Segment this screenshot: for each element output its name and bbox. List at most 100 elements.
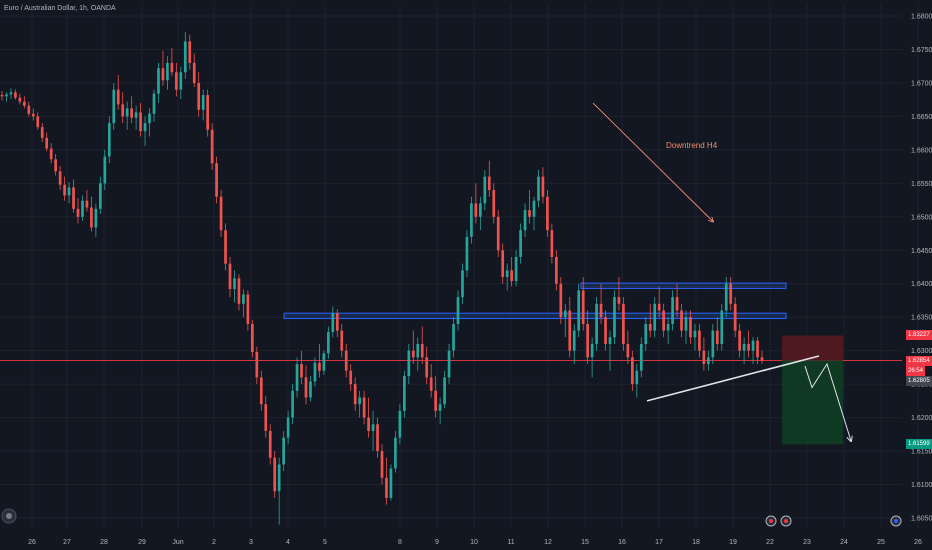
candle: [639, 337, 643, 378]
candle: [568, 297, 572, 358]
candle: [206, 89, 209, 137]
trendline[interactable]: [646, 355, 820, 402]
x-tick-label: Jun: [172, 539, 183, 546]
x-tick-label: 4: [286, 539, 290, 546]
candles: [0, 32, 764, 525]
candle: [237, 274, 241, 311]
candle: [711, 323, 715, 365]
candle: [344, 343, 348, 378]
candle: [635, 364, 639, 398]
candle: [720, 303, 724, 351]
resistance-zone[interactable]: [580, 282, 787, 289]
resistance-zone[interactable]: [283, 312, 787, 320]
candle: [380, 444, 384, 485]
candle: [608, 330, 612, 371]
candle: [443, 370, 446, 409]
candle: [505, 263, 509, 291]
candle: [9, 88, 13, 100]
x-tick-label: 23: [803, 539, 811, 546]
candle: [18, 93, 22, 105]
candle: [662, 303, 665, 338]
candle: [693, 323, 697, 351]
y-axis-ticks: 1.68000 1.67500 1.67000 1.66500 1.66000 1.655…: [911, 14, 932, 523]
candle: [335, 309, 339, 338]
candle: [277, 457, 281, 525]
candle: [81, 195, 84, 221]
candle: [581, 277, 585, 331]
x-tick-label: 9: [435, 539, 439, 546]
candle: [327, 326, 330, 359]
candle: [411, 330, 415, 365]
event-flag-icon[interactable]: [890, 515, 902, 527]
candle: [707, 350, 710, 371]
candle: [179, 66, 183, 100]
candle: [528, 190, 531, 224]
broker-logo-icon[interactable]: [1, 508, 17, 524]
candle: [492, 183, 496, 224]
candle: [90, 196, 93, 232]
candle: [751, 337, 755, 365]
candle: [201, 89, 205, 121]
candle: [340, 323, 344, 358]
candle: [85, 190, 89, 212]
candle: [644, 317, 648, 351]
candle: [546, 190, 549, 237]
candle: [496, 210, 500, 257]
candle: [465, 230, 469, 278]
y-tick-label: 1.64000: [911, 281, 932, 288]
candle: [742, 337, 746, 365]
candle: [523, 203, 527, 237]
candle: [309, 376, 312, 402]
candle: [103, 149, 107, 191]
candle: [434, 376, 437, 418]
candle: [470, 196, 473, 244]
candle: [40, 123, 44, 142]
y-tick-label: 1.60500: [911, 515, 932, 522]
candle: [532, 196, 536, 231]
candle: [729, 277, 733, 311]
candle: [331, 306, 335, 338]
take-profit-zone[interactable]: [782, 360, 843, 445]
candle: [286, 410, 290, 445]
candle: [385, 457, 388, 505]
y-tick-label: 1.66000: [911, 147, 932, 154]
y-tick-label: 1.65000: [911, 214, 932, 221]
candle: [747, 330, 750, 358]
x-tick-label: 17: [655, 539, 663, 546]
event-flag-icon[interactable]: [765, 515, 777, 527]
candle: [259, 370, 263, 411]
candle: [733, 297, 737, 338]
candle: [689, 310, 692, 344]
candle: [130, 96, 133, 124]
downtrend-arrow[interactable]: [592, 102, 713, 221]
stop-loss-zone[interactable]: [782, 335, 843, 361]
candle: [295, 357, 299, 398]
event-flag-icon[interactable]: [780, 515, 792, 527]
candle: [170, 48, 174, 77]
candle: [291, 384, 294, 425]
candle: [246, 290, 250, 331]
candle: [134, 105, 138, 130]
y-tick-label: 1.67000: [911, 80, 932, 87]
candle: [45, 132, 49, 152]
x-tick-label: 11: [507, 539, 514, 546]
candle: [255, 346, 259, 385]
candle: [362, 390, 366, 425]
projection-arrow[interactable]: [804, 362, 851, 441]
y-tick-label: 1.63500: [911, 315, 932, 322]
zones: [283, 282, 787, 320]
candle: [666, 317, 670, 344]
candle: [157, 62, 160, 104]
candle: [5, 92, 8, 102]
candle: [519, 223, 522, 264]
candle: [425, 346, 429, 385]
x-tick-label: 22: [766, 539, 774, 546]
candle: [349, 364, 353, 391]
price-badge: 1.61599: [906, 439, 932, 450]
x-tick-label: 27: [63, 539, 71, 546]
x-tick-label: 8: [398, 539, 402, 546]
candle: [139, 103, 142, 137]
candle: [228, 256, 232, 298]
candle: [36, 112, 40, 130]
